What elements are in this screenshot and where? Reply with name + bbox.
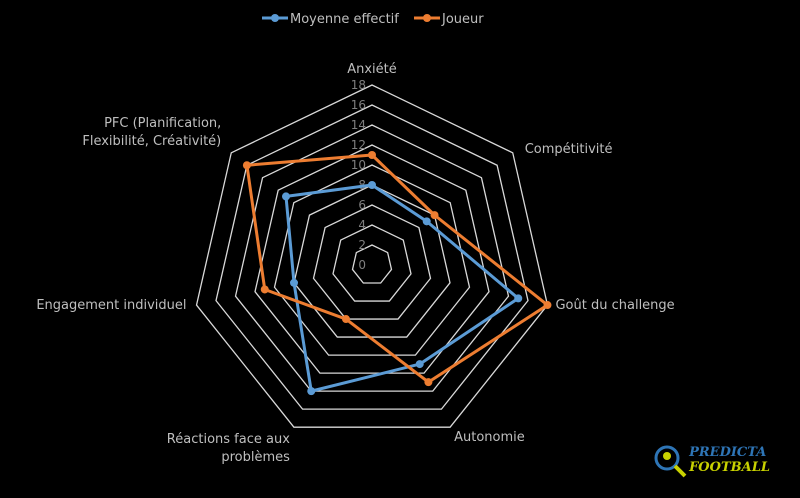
data-point [424, 378, 433, 387]
legend-label: Joueur [441, 12, 484, 27]
data-point [368, 151, 376, 159]
axis-label: Autonomie [454, 430, 525, 445]
axis-label-line: Anxiété [347, 62, 397, 77]
data-point [543, 301, 552, 310]
grid-ring [332, 224, 412, 302]
axis-label-line: Autonomie [454, 430, 525, 445]
axis-label-line: Réactions face aux [167, 432, 290, 447]
logo-line2: FOOTBALL [689, 460, 770, 475]
predicta-football-logo: PREDICTA FOOTBALL [649, 440, 770, 480]
grid-ring [234, 124, 510, 392]
axis-label-line: Flexibilité, Créativité) [82, 134, 221, 149]
data-point [242, 161, 251, 170]
tick-label: 16 [351, 98, 366, 112]
data-point [260, 285, 269, 294]
tick-label: 12 [351, 138, 366, 152]
axis-label: PFC (Planification, Flexibilité, Créativi… [82, 116, 221, 149]
axis-label-line: PFC (Planification, [104, 116, 221, 131]
legend-marker [271, 14, 279, 22]
grid-ring [195, 84, 549, 428]
data-point [514, 294, 523, 303]
grid-ring [273, 164, 471, 356]
tick-label: 0 [358, 258, 366, 272]
logo-line1: PREDICTA [689, 445, 767, 460]
axis-label-line: Engagement individuel [36, 298, 186, 313]
grid-ring [293, 184, 451, 338]
data-point [430, 211, 439, 220]
axis-label: Goût du challenge [555, 298, 674, 313]
axis-label-line: Goût du challenge [555, 298, 674, 313]
legend-marker [423, 14, 431, 22]
axis-label-line: problèmes [221, 450, 290, 465]
tick-label: 6 [358, 198, 366, 212]
magnifier-logo-icon [654, 445, 687, 478]
grid-ring [351, 244, 393, 284]
data-point [281, 192, 290, 201]
axis-label: Anxiété [347, 62, 397, 77]
data-point [368, 181, 376, 189]
data-point [290, 278, 299, 287]
tick-label: 4 [358, 218, 366, 232]
series-line [284, 183, 520, 393]
grid-ring [215, 104, 529, 410]
tick-label: 2 [358, 238, 366, 252]
grid-ring [254, 144, 490, 374]
tick-label: 18 [351, 78, 366, 92]
axis-label: Compétitivité [525, 142, 613, 157]
data-point [341, 315, 350, 324]
tick-label: 10 [351, 158, 366, 172]
data-point [307, 387, 316, 396]
axis-label-line: Compétitivité [525, 142, 613, 157]
series-line [245, 153, 549, 384]
grid-ring [312, 204, 432, 320]
data-point [422, 217, 431, 226]
axis-label: Réactions face aux problèmes [167, 432, 290, 465]
legend-label: Moyenne effectif [290, 12, 399, 27]
axis-label: Engagement individuel [36, 298, 186, 313]
tick-label: 14 [351, 118, 366, 132]
data-point [415, 360, 424, 369]
